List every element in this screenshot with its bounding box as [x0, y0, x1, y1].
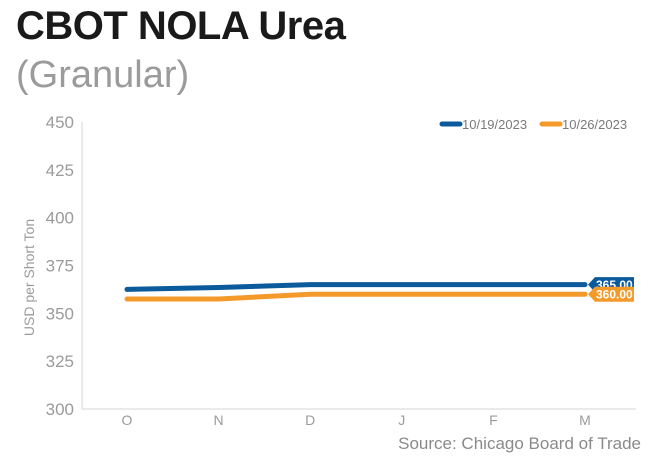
chart-subtitle: (Granular): [16, 54, 190, 96]
y-tick-label: 375: [46, 257, 74, 276]
x-tick-label: O: [122, 412, 133, 428]
x-tick-label: F: [489, 412, 498, 428]
y-tick-label: 400: [46, 209, 74, 228]
y-tick-label: 300: [46, 400, 74, 419]
data-label-tag: [588, 286, 634, 302]
series-line: [124, 282, 588, 292]
chart-title: CBOT NOLA Urea: [16, 4, 346, 48]
x-tick-label: N: [214, 412, 224, 428]
y-tick-label: 425: [46, 161, 74, 180]
data-label: 360.00: [596, 288, 633, 302]
y-axis-label: USD per Short Ton: [21, 219, 37, 336]
x-tick-label: D: [305, 412, 315, 428]
y-tick-label: 325: [46, 352, 74, 371]
legend-label: 10/26/2023: [562, 117, 627, 132]
legend-label: 10/19/2023: [462, 117, 527, 132]
x-tick-label: J: [398, 412, 405, 428]
y-tick-label: 450: [46, 113, 74, 132]
source-note: Source: Chicago Board of Trade: [398, 434, 641, 453]
series-line: [124, 291, 588, 302]
x-tick-label: M: [579, 412, 591, 428]
y-tick-label: 350: [46, 304, 74, 323]
